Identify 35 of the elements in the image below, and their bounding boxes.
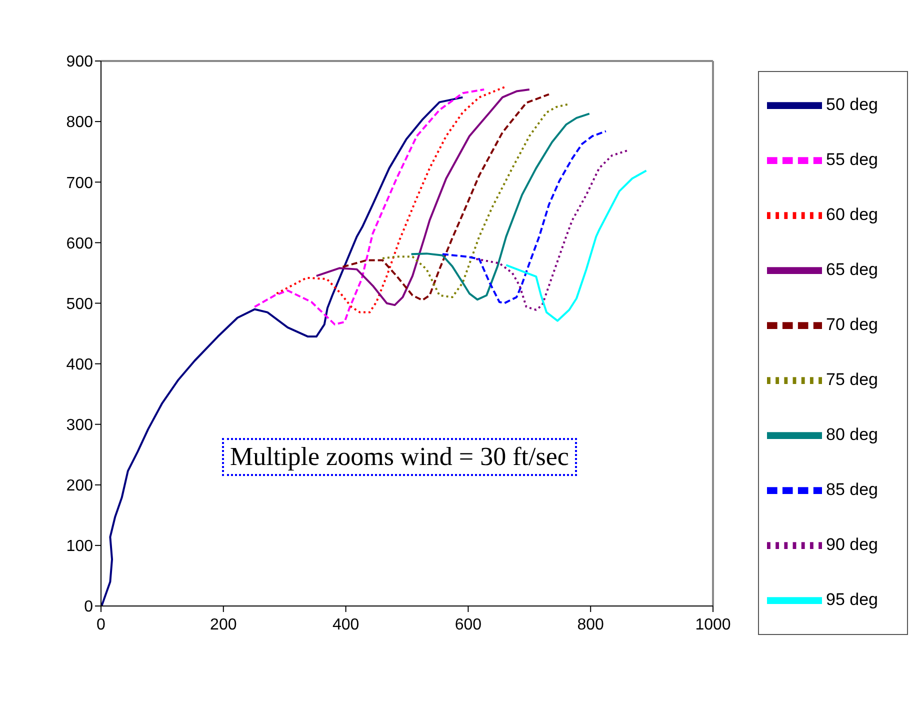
x-tick-label: 1000 bbox=[695, 616, 731, 634]
line-series bbox=[505, 170, 648, 322]
line-series bbox=[315, 88, 530, 306]
x-tick-label: 200 bbox=[210, 616, 237, 634]
y-tick-label: 900 bbox=[66, 54, 94, 71]
legend-label: 80 deg bbox=[826, 424, 878, 444]
legend-label: 90 deg bbox=[826, 534, 878, 554]
x-tick-label: 800 bbox=[577, 616, 604, 634]
y-tick-label: 100 bbox=[66, 538, 94, 556]
y-tick-label: 400 bbox=[66, 356, 94, 374]
legend-label: 75 deg bbox=[826, 370, 878, 389]
legend-label: 70 deg bbox=[826, 314, 878, 334]
y-tick-label: 200 bbox=[66, 478, 94, 495]
line-series bbox=[342, 93, 550, 302]
y-tick-label: 600 bbox=[66, 235, 94, 252]
line-series bbox=[382, 102, 570, 298]
legend-label: 65 deg bbox=[826, 260, 878, 279]
y-tick-label: 500 bbox=[66, 296, 94, 313]
x-tick-label: 400 bbox=[332, 616, 360, 634]
legend-label: 55 deg bbox=[826, 150, 878, 169]
line-series bbox=[254, 88, 486, 326]
annotation: Multiple zooms wind = 30 ft/sec bbox=[222, 438, 577, 476]
legend-label: 85 deg bbox=[826, 480, 878, 499]
y-tick-label: 700 bbox=[66, 174, 94, 192]
x-tick-label: 600 bbox=[454, 616, 482, 634]
y-tick-label: 0 bbox=[84, 598, 94, 616]
legend-label: 60 deg bbox=[826, 204, 878, 224]
x-tick-label: 0 bbox=[96, 616, 106, 634]
legend-label: 50 deg bbox=[826, 94, 878, 114]
line-series bbox=[441, 130, 607, 304]
line-series bbox=[410, 112, 590, 301]
legend-label: 95 deg bbox=[826, 590, 878, 609]
y-tick-label: 800 bbox=[66, 114, 94, 132]
line-series bbox=[276, 85, 508, 314]
y-tick-label: 300 bbox=[66, 417, 94, 434]
